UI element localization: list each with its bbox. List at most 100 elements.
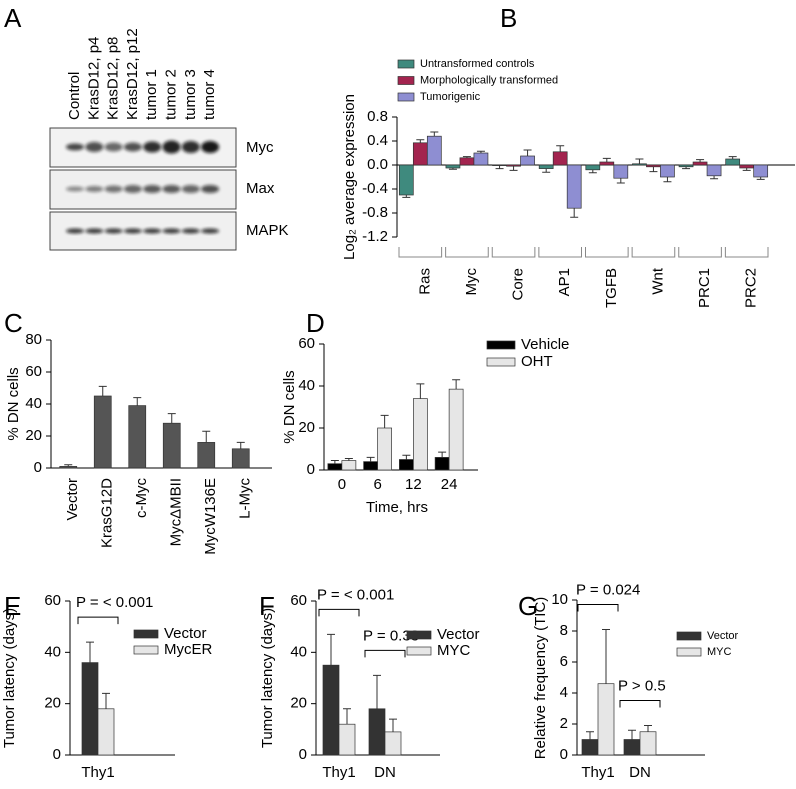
error-bar bbox=[416, 383, 425, 399]
group-bracket bbox=[398, 247, 443, 258]
legend-label: Morphologically transformed bbox=[420, 74, 558, 86]
error-bar bbox=[380, 414, 389, 428]
group-bracket bbox=[724, 247, 769, 258]
bar bbox=[692, 161, 708, 166]
x-tick-label: MycΔMBII bbox=[168, 478, 185, 546]
bar bbox=[597, 683, 615, 756]
error-bar bbox=[710, 175, 719, 180]
x-tick-label: 24 bbox=[441, 476, 458, 493]
western-blot bbox=[49, 127, 237, 251]
group-bracket bbox=[678, 247, 722, 258]
legend-swatch bbox=[133, 645, 159, 655]
legend-swatch bbox=[133, 629, 159, 639]
bar bbox=[725, 158, 741, 166]
panel-letter: G bbox=[518, 591, 538, 621]
bar bbox=[520, 155, 535, 166]
bar bbox=[706, 164, 722, 177]
lane-label: Control bbox=[66, 72, 83, 120]
bar bbox=[363, 461, 378, 471]
error-bar bbox=[462, 156, 471, 158]
error-bar bbox=[742, 168, 751, 171]
lane-label: KrasD12, p4 bbox=[85, 37, 102, 120]
x-tick-label: Wnt bbox=[649, 267, 666, 295]
significance-bracket bbox=[77, 616, 119, 625]
y-tick-label: 0.4 bbox=[367, 132, 388, 149]
y-axis-label: Tumor latency (days) bbox=[259, 608, 276, 748]
x-tick-label: L-Myc bbox=[237, 478, 254, 519]
error-bar bbox=[542, 168, 551, 173]
x-tick-label: Vector bbox=[64, 478, 81, 521]
bar bbox=[678, 164, 694, 168]
error-bar bbox=[98, 385, 107, 396]
lane-label: tumor 2 bbox=[162, 69, 179, 120]
bar bbox=[660, 164, 675, 178]
y-tick-label: 20 bbox=[25, 427, 42, 444]
blot-band bbox=[123, 185, 142, 193]
x-tick-label: MycW136E bbox=[202, 478, 219, 555]
panel-letter: E bbox=[4, 591, 21, 621]
bar bbox=[492, 164, 507, 166]
bar bbox=[566, 164, 582, 209]
x-tick-label: Thy1 bbox=[81, 764, 114, 781]
blot-band bbox=[104, 142, 123, 152]
group-bracket bbox=[445, 247, 489, 258]
bar bbox=[399, 459, 414, 471]
x-tick-label: Myc bbox=[463, 268, 480, 296]
annotation: P = < 0.001 bbox=[76, 594, 153, 611]
y-tick-label: 0 bbox=[34, 459, 42, 476]
blot-band bbox=[104, 185, 123, 193]
error-bar bbox=[167, 413, 176, 424]
blot-band bbox=[66, 143, 84, 151]
y-tick-label: 60 bbox=[298, 335, 315, 352]
blot-band bbox=[162, 185, 181, 193]
significance-bracket bbox=[619, 700, 661, 708]
bar bbox=[639, 731, 657, 756]
x-tick-label: 12 bbox=[405, 476, 422, 493]
error-bar bbox=[509, 166, 518, 171]
y-tick-label: 6 bbox=[560, 653, 568, 670]
bar bbox=[646, 164, 661, 168]
blot-band bbox=[66, 186, 84, 192]
blot-band bbox=[143, 185, 162, 193]
error-bar bbox=[64, 464, 73, 467]
blot-band bbox=[201, 141, 220, 153]
legend-swatch bbox=[406, 646, 432, 656]
bar bbox=[445, 164, 461, 169]
blot-band bbox=[162, 228, 181, 234]
x-tick-label: PRC1 bbox=[696, 268, 713, 308]
error-bar bbox=[86, 641, 94, 663]
bar bbox=[623, 739, 641, 756]
error-bar bbox=[588, 169, 597, 174]
bar bbox=[377, 427, 392, 471]
y-tick-label: 40 bbox=[44, 643, 61, 660]
y-tick-label: 0 bbox=[299, 746, 307, 763]
error-bar bbox=[430, 131, 439, 137]
x-tick-label: PRC2 bbox=[743, 268, 760, 308]
y-tick-label: 10 bbox=[551, 591, 568, 608]
bar bbox=[473, 152, 489, 166]
legend-swatch bbox=[406, 630, 432, 640]
error-bar bbox=[366, 456, 375, 462]
blot-band bbox=[181, 141, 200, 153]
blot-band bbox=[123, 228, 142, 234]
bar bbox=[581, 739, 599, 756]
bar bbox=[327, 463, 343, 471]
legend-label: Untransformed controls bbox=[420, 58, 535, 70]
error-bar bbox=[343, 708, 351, 725]
error-bar bbox=[728, 156, 737, 159]
y-axis-label: Relative frequency (TIC) bbox=[532, 597, 549, 760]
blot-band bbox=[181, 185, 200, 193]
bar bbox=[448, 388, 464, 471]
error-bar bbox=[495, 165, 504, 170]
error-bar bbox=[523, 149, 532, 156]
y-tick-label: -1.2 bbox=[362, 228, 388, 245]
legend-swatch bbox=[397, 59, 415, 69]
lane-label: tumor 3 bbox=[182, 69, 199, 120]
y-tick-label: 20 bbox=[290, 695, 307, 712]
bar bbox=[93, 395, 112, 469]
bar bbox=[384, 731, 402, 756]
y-axis-label: % DN cells bbox=[281, 370, 298, 443]
significance-bracket bbox=[364, 649, 406, 658]
panel-letter: A bbox=[4, 3, 22, 33]
